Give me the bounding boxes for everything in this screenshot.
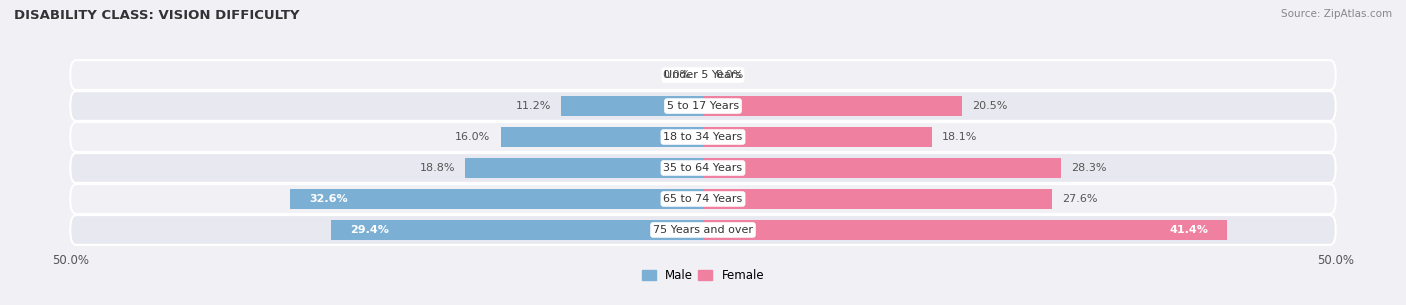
Bar: [465, 158, 703, 178]
FancyBboxPatch shape: [70, 153, 1336, 183]
Text: 28.3%: 28.3%: [1071, 163, 1107, 173]
Bar: [501, 127, 703, 147]
Bar: [703, 127, 932, 147]
Bar: [330, 220, 703, 239]
Text: 18.1%: 18.1%: [942, 132, 977, 142]
FancyBboxPatch shape: [70, 91, 1336, 121]
Text: 29.4%: 29.4%: [350, 225, 389, 235]
Text: 0.0%: 0.0%: [716, 70, 744, 80]
Text: 20.5%: 20.5%: [973, 101, 1008, 111]
Text: 18.8%: 18.8%: [419, 163, 456, 173]
Bar: [703, 158, 1062, 178]
Text: 32.6%: 32.6%: [309, 194, 349, 204]
Text: 75 Years and over: 75 Years and over: [652, 225, 754, 235]
Text: 11.2%: 11.2%: [516, 101, 551, 111]
Text: 27.6%: 27.6%: [1063, 194, 1098, 204]
Bar: [703, 220, 1227, 239]
Text: 5 to 17 Years: 5 to 17 Years: [666, 101, 740, 111]
FancyBboxPatch shape: [70, 122, 1336, 152]
Text: 41.4%: 41.4%: [1168, 225, 1208, 235]
FancyBboxPatch shape: [70, 184, 1336, 214]
Text: Under 5 Years: Under 5 Years: [665, 70, 741, 80]
Text: 16.0%: 16.0%: [456, 132, 491, 142]
Text: 65 to 74 Years: 65 to 74 Years: [664, 194, 742, 204]
Bar: [703, 189, 1052, 209]
Text: Source: ZipAtlas.com: Source: ZipAtlas.com: [1281, 9, 1392, 19]
Text: 35 to 64 Years: 35 to 64 Years: [664, 163, 742, 173]
Legend: Male, Female: Male, Female: [637, 265, 769, 287]
Bar: [291, 189, 703, 209]
FancyBboxPatch shape: [70, 60, 1336, 90]
Text: 18 to 34 Years: 18 to 34 Years: [664, 132, 742, 142]
Text: 0.0%: 0.0%: [662, 70, 690, 80]
FancyBboxPatch shape: [70, 215, 1336, 245]
Bar: [561, 96, 703, 116]
Text: DISABILITY CLASS: VISION DIFFICULTY: DISABILITY CLASS: VISION DIFFICULTY: [14, 9, 299, 22]
Bar: [703, 96, 963, 116]
